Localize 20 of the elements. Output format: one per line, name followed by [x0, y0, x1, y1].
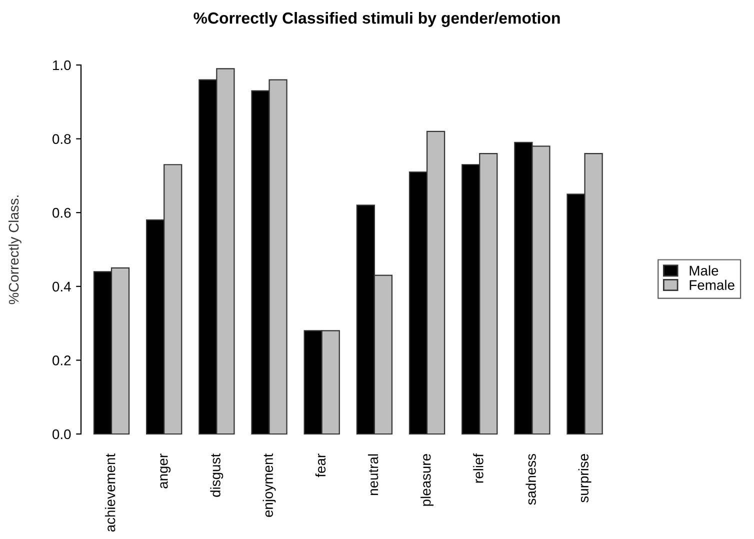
x-tick-label: anger — [160, 454, 171, 488]
y-tick-label: 0.2 — [52, 356, 71, 366]
x-tick-label: sadness — [526, 454, 536, 505]
x-tick-label: achievement — [105, 454, 116, 532]
x-tick-label: pleasure — [420, 454, 434, 506]
x-tick-label: neutral — [368, 454, 378, 495]
chart-title: %Correctly Classified stimuli by gender/emotion — [194, 12, 560, 27]
y-tick-label: 0.4 — [52, 282, 71, 292]
x-tick-label: surprise — [578, 454, 592, 502]
y-tick-label: 0.0 — [52, 429, 71, 440]
y-tick-label: 1.0 — [53, 60, 71, 70]
y-tick-label: 0.6 — [52, 208, 71, 218]
x-tick-label: relief — [473, 453, 484, 483]
x-tick-label: fear — [315, 454, 326, 478]
legend-label: Female — [690, 280, 734, 290]
x-tick-label: enjoyment — [262, 454, 276, 517]
y-axis-title: %Correctly Class. — [8, 196, 22, 304]
x-tick-label: disgust — [210, 454, 224, 497]
y-tick-label: 0.8 — [52, 134, 71, 144]
legend-label: Male — [690, 265, 718, 276]
